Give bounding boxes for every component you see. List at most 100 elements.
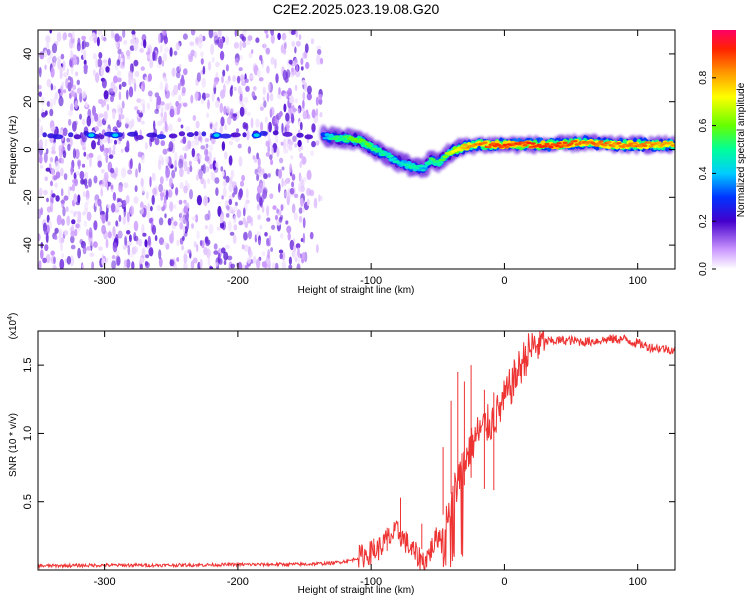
- noise-speckle: [59, 258, 65, 269]
- noise-speckle: [75, 71, 79, 77]
- noise-speckle: [49, 108, 54, 117]
- noise-speckle: [298, 215, 303, 223]
- snr-x-ticks: -300 -200 -100 0 100: [94, 331, 647, 588]
- noise-speckle: [278, 216, 283, 223]
- noise-speckle: [160, 117, 164, 124]
- noise-speckle: [149, 176, 152, 188]
- noise-speckle: [232, 234, 237, 244]
- noise-speckle: [175, 71, 181, 79]
- noise-speckle: [174, 159, 177, 168]
- noise-speckle: [86, 154, 90, 160]
- noise-speckle: [287, 91, 292, 96]
- noise-speckle: [70, 103, 74, 112]
- noise-speckle: [63, 230, 69, 236]
- noise-speckle: [139, 263, 143, 269]
- noise-speckle: [60, 241, 63, 252]
- noise-speckle: [204, 93, 210, 98]
- noise-speckle: [253, 157, 258, 163]
- noise-speckle: [289, 239, 295, 251]
- noise-speckle: [239, 106, 245, 117]
- noise-speckle: [118, 114, 122, 122]
- noise-speckle: [211, 92, 215, 102]
- noise-speckle: [67, 186, 71, 198]
- noise-speckle: [140, 177, 144, 188]
- noise-speckle: [259, 182, 264, 192]
- noise-speckle: [264, 232, 268, 237]
- noise-speckle: [83, 178, 88, 186]
- noise-speckle: [110, 203, 116, 213]
- noise-speckle: [198, 33, 204, 43]
- ridge-cell: [526, 141, 532, 145]
- noise-speckle: [140, 120, 145, 125]
- noise-speckle: [271, 224, 276, 230]
- noise-speckle: [70, 165, 73, 176]
- carrier-blob: [52, 134, 64, 140]
- noise-speckle: [222, 69, 226, 77]
- noise-speckle: [238, 188, 243, 199]
- noise-speckle: [231, 181, 237, 189]
- noise-speckle: [127, 245, 131, 256]
- noise-speckle: [44, 244, 49, 252]
- noise-speckle: [174, 152, 178, 162]
- noise-speckle: [139, 48, 145, 53]
- noise-speckle: [179, 63, 182, 70]
- carrier-peak-core: [112, 133, 119, 137]
- noise-speckle: [245, 188, 249, 199]
- ridge-cell: [598, 140, 604, 143]
- noise-speckle: [147, 235, 151, 246]
- noise-speckle: [241, 244, 245, 250]
- noise-speckle: [126, 211, 130, 223]
- noise-speckle: [182, 136, 187, 145]
- noise-speckle: [39, 164, 44, 169]
- noise-speckle: [204, 137, 210, 143]
- noise-speckle: [80, 178, 85, 185]
- noise-speckle: [208, 144, 214, 151]
- ridge-cell: [420, 169, 426, 172]
- noise-speckle: [97, 160, 102, 168]
- ridge-cell: [594, 144, 600, 147]
- noise-speckle: [267, 249, 270, 259]
- noise-speckle: [98, 52, 103, 59]
- noise-speckle: [131, 30, 136, 35]
- noise-speckle: [165, 156, 169, 164]
- noise-speckle: [132, 37, 136, 44]
- noise-speckle: [158, 55, 162, 65]
- noise-speckle: [252, 256, 257, 264]
- noise-speckle: [283, 148, 289, 154]
- noise-speckle: [147, 202, 151, 212]
- noise-speckle: [288, 30, 292, 34]
- noise-speckle: [118, 84, 122, 90]
- noise-speckle: [301, 252, 305, 260]
- noise-speckle: [160, 140, 166, 147]
- noise-speckle: [209, 163, 213, 170]
- noise-speckle: [39, 66, 42, 78]
- noise-speckle: [251, 49, 254, 54]
- noise-speckle: [117, 70, 122, 77]
- noise-speckle: [302, 207, 305, 213]
- ridge-cell: [520, 141, 526, 144]
- noise-speckle: [39, 51, 45, 60]
- noise-speckle: [277, 32, 281, 41]
- noise-speckle: [203, 179, 207, 190]
- noise-speckle: [319, 112, 323, 118]
- noise-speckle: [201, 77, 206, 88]
- noise-speckle: [234, 30, 237, 37]
- colorbar-tick-label: 0.8: [698, 70, 709, 84]
- noise-speckle: [313, 197, 318, 209]
- noise-speckle: [140, 40, 144, 47]
- noise-speckle: [84, 207, 89, 214]
- noise-speckle: [245, 85, 250, 92]
- x-tick-label: -200: [227, 576, 249, 588]
- ridge-cell: [530, 142, 536, 145]
- ridge-cell: [426, 162, 432, 165]
- y-tick-label: 0: [22, 146, 34, 152]
- noise-speckle: [182, 102, 188, 108]
- noise-speckle: [267, 132, 271, 141]
- noise-speckle: [269, 93, 274, 102]
- noise-speckle: [74, 228, 78, 237]
- noise-speckle: [134, 70, 140, 78]
- noise-speckle: [271, 147, 274, 156]
- noise-speckle: [135, 168, 138, 178]
- noise-speckle: [101, 214, 106, 224]
- noise-speckle: [107, 136, 110, 144]
